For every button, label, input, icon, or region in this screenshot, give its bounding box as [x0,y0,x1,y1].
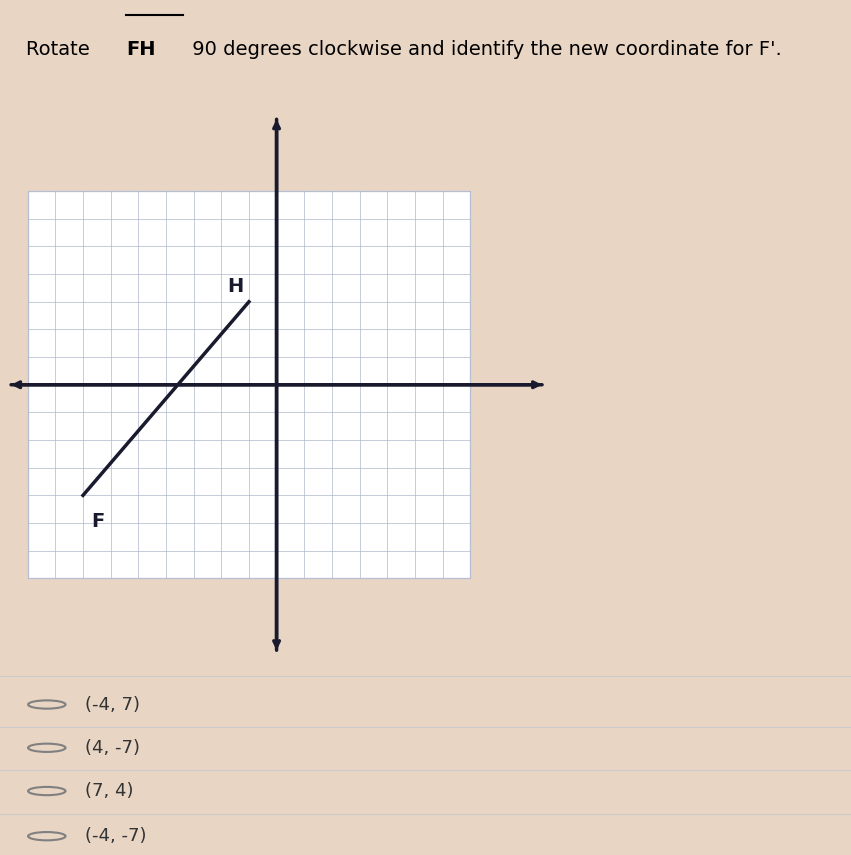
Text: 90 degrees clockwise and identify the new coordinate for F'.: 90 degrees clockwise and identify the ne… [186,39,781,59]
Text: Rotate: Rotate [26,39,95,59]
Text: (-4, 7): (-4, 7) [85,695,140,714]
Text: (7, 4): (7, 4) [85,782,134,800]
Text: H: H [226,277,243,296]
Text: FH: FH [126,39,156,59]
Bar [27,192,470,578]
Text: (4, -7): (4, -7) [85,739,140,757]
Text: F: F [91,512,105,531]
Text: (-4, -7): (-4, -7) [85,827,146,846]
